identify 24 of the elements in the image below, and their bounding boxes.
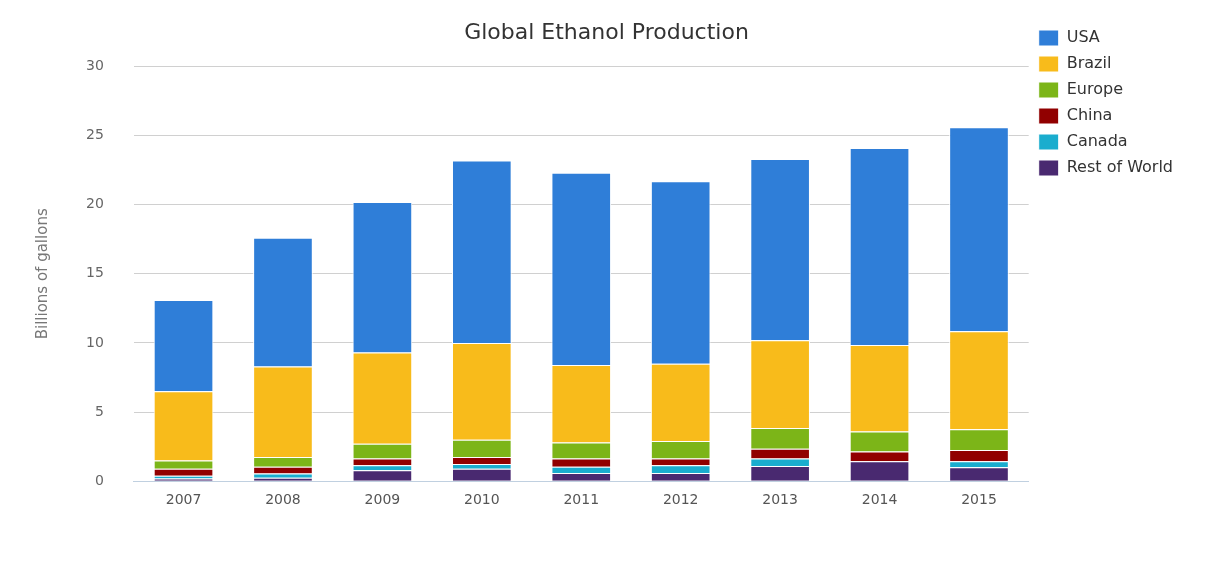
y-axis-title: Billions of gallons <box>32 208 51 340</box>
legend-label: Rest of World <box>1066 157 1173 177</box>
legend-label: Europe <box>1066 79 1123 99</box>
y-tick-label: 10 <box>85 333 104 350</box>
x-tick-label: 2008 <box>265 491 301 508</box>
x-tick-label: 2007 <box>165 491 202 508</box>
y-tick-label: 25 <box>85 126 104 143</box>
y-tick-label: 30 <box>85 57 104 74</box>
x-tick-label: 2010 <box>464 491 500 508</box>
x-tick-label: 2014 <box>861 491 898 508</box>
y-tick-label: 0 <box>94 471 104 488</box>
x-tick-label: 2015 <box>961 491 997 508</box>
legend-label: China <box>1066 105 1113 125</box>
legend-label: Brazil <box>1066 53 1112 73</box>
x-tick-label: 2011 <box>563 491 600 508</box>
y-tick-label: 15 <box>85 264 104 281</box>
legend-label: Canada <box>1066 131 1128 151</box>
chart-title: Global Ethanol Production <box>464 18 749 44</box>
y-tick-label: 20 <box>85 195 104 212</box>
x-tick-label: 2013 <box>762 491 798 508</box>
legend-label: USA <box>1066 27 1100 47</box>
y-tick-label: 5 <box>94 402 104 419</box>
x-tick-label: 2009 <box>364 491 401 508</box>
x-tick-label: 2012 <box>662 491 699 508</box>
